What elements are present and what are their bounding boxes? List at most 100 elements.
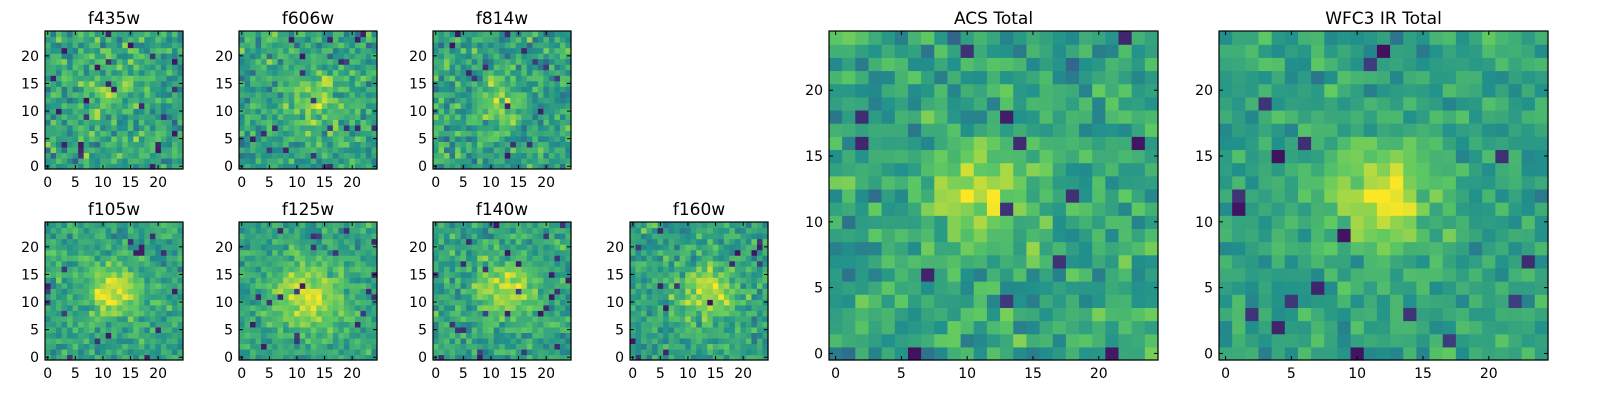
- heatmap-cell: [100, 238, 107, 245]
- heatmap-cell: [679, 337, 686, 345]
- heatmap-cell: [89, 326, 96, 333]
- heatmap-cell: [310, 119, 317, 126]
- x-tick-label: 20: [734, 366, 752, 382]
- panel-title: f814w: [476, 9, 528, 29]
- heatmap-cell: [455, 130, 462, 137]
- heatmap-cell: [466, 47, 473, 54]
- heatmap-cell: [116, 69, 123, 76]
- heatmap-cell: [277, 135, 284, 142]
- heatmap-cell: [433, 282, 440, 289]
- heatmap-cell: [171, 299, 179, 306]
- heatmap-cell: [244, 108, 251, 115]
- heatmap-cell: [565, 124, 572, 131]
- heatmap-cell: [45, 343, 52, 350]
- heatmap-cell: [548, 282, 556, 289]
- heatmap-cell: [510, 75, 517, 82]
- heatmap-cell: [548, 146, 556, 154]
- heatmap-cell: [499, 163, 506, 170]
- heatmap-cell: [72, 75, 79, 82]
- heatmap-cell: [565, 146, 572, 154]
- heatmap-cell: [316, 130, 323, 137]
- heatmap-cell: [61, 277, 68, 284]
- heatmap-cell: [72, 304, 79, 311]
- heatmap-cell: [122, 343, 129, 350]
- heatmap-cell: [712, 293, 719, 300]
- heatmap-cell: [532, 277, 539, 284]
- heatmap-cell: [449, 343, 456, 350]
- heatmap-cell: [907, 202, 922, 216]
- heatmap-cell: [482, 146, 489, 154]
- heatmap-cell: [521, 260, 528, 267]
- heatmap-cell: [548, 222, 556, 229]
- heatmap-cell: [155, 42, 162, 49]
- heatmap-cell: [712, 332, 719, 339]
- heatmap-cell: [288, 282, 295, 289]
- heatmap-cell: [477, 260, 484, 267]
- heatmap-cell: [449, 304, 456, 311]
- heatmap-cell: [630, 255, 637, 262]
- heatmap-cell: [466, 146, 473, 154]
- heatmap-cell: [343, 293, 350, 300]
- x-tick-label: 0: [431, 366, 440, 382]
- heatmap-cell: [526, 238, 533, 245]
- heatmap-cell: [294, 337, 301, 345]
- heatmap-cell: [477, 53, 484, 60]
- heatmap-cell: [250, 141, 257, 148]
- heatmap-cell: [729, 227, 736, 234]
- heatmap-cell: [455, 64, 462, 71]
- heatmap-cell: [327, 86, 334, 93]
- heatmap-cell: [56, 31, 63, 38]
- heatmap-cell: [460, 124, 467, 131]
- heatmap-cell: [360, 227, 367, 234]
- heatmap-cell: [89, 91, 96, 98]
- heatmap-cell: [116, 343, 123, 350]
- heatmap-cell: [455, 102, 462, 109]
- heatmap-cell: [111, 124, 118, 131]
- heatmap-cell: [127, 141, 134, 148]
- heatmap-cell: [138, 293, 145, 300]
- heatmap-cell: [327, 354, 334, 361]
- heatmap-cell: [127, 130, 134, 137]
- heatmap-cell: [327, 135, 334, 142]
- heatmap-cell: [515, 249, 522, 256]
- heatmap-cell: [477, 152, 484, 159]
- heatmap-cell: [305, 36, 312, 43]
- heatmap-cell: [652, 299, 659, 306]
- heatmap-cell: [160, 321, 168, 328]
- heatmap-cell: [349, 113, 356, 120]
- heatmap-cell: [537, 337, 544, 345]
- heatmap-cell: [83, 58, 90, 65]
- heatmap-cell: [255, 321, 262, 328]
- heatmap-cell: [641, 326, 648, 333]
- heatmap-cell: [756, 271, 764, 278]
- heatmap-cell: [171, 80, 179, 87]
- heatmap-cell: [338, 260, 345, 267]
- heatmap-cell: [548, 113, 556, 120]
- heatmap-cell: [1013, 202, 1027, 216]
- heatmap-cell: [1000, 333, 1014, 348]
- heatmap-cell: [1065, 333, 1080, 348]
- heatmap-cell: [61, 238, 68, 245]
- heatmap-cell: [138, 157, 145, 165]
- heatmap-cell: [679, 266, 686, 273]
- heatmap-cell: [444, 152, 451, 159]
- heatmap-cell: [756, 288, 764, 295]
- heatmap-cell: [986, 267, 1001, 282]
- heatmap-cell: [960, 162, 975, 177]
- heatmap-cell: [105, 310, 112, 317]
- heatmap-cell: [493, 91, 500, 98]
- heatmap-cell: [543, 36, 550, 43]
- heatmap-cell: [171, 255, 179, 262]
- heatmap-cell: [881, 267, 896, 282]
- heatmap-cell: [100, 108, 107, 115]
- heatmap-cell: [149, 348, 156, 356]
- heatmap-cell: [565, 64, 572, 71]
- heatmap-cell: [460, 249, 467, 256]
- heatmap-cell: [89, 310, 96, 317]
- heatmap-cell: [740, 310, 747, 317]
- heatmap-cell: [261, 332, 268, 339]
- heatmap-cell: [349, 53, 356, 60]
- heatmap-cell: [83, 80, 90, 87]
- heatmap-cell: [67, 299, 74, 306]
- x-tick-label: 10: [679, 366, 697, 382]
